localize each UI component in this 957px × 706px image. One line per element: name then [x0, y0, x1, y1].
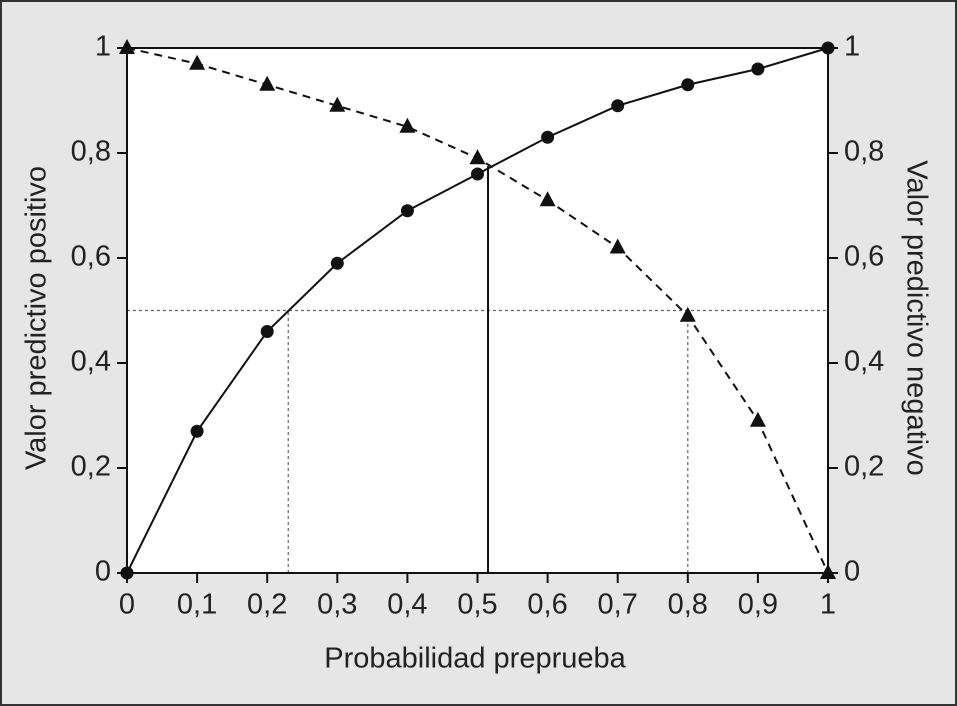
marker	[820, 564, 836, 579]
marker	[681, 78, 695, 92]
y2-tick-label: 1	[844, 31, 860, 63]
y2-tick-label: 0,6	[844, 241, 884, 273]
x-tick-label: 0,2	[247, 589, 287, 621]
marker	[399, 117, 416, 133]
marker	[821, 41, 835, 55]
marker	[259, 75, 276, 91]
x-tick-label: 0,9	[738, 589, 778, 621]
marker	[400, 204, 414, 218]
x-tick-label: 0,6	[527, 589, 567, 621]
x-tick-label: 0,5	[457, 589, 497, 621]
y-tick-label: 0,6	[71, 241, 111, 273]
y-tick-label: 0,8	[71, 136, 111, 168]
x-tick-label: 0,4	[387, 589, 427, 621]
x-tick-label: 0,1	[177, 589, 217, 621]
y2-tick-label: 0,4	[844, 346, 884, 378]
marker	[120, 566, 134, 580]
marker	[329, 96, 346, 112]
marker	[190, 424, 204, 438]
marker	[260, 325, 274, 338]
marker	[471, 167, 484, 181]
marker	[751, 62, 765, 76]
y2-tick-label: 0,8	[844, 136, 884, 168]
y-tick-label: 0,2	[71, 451, 111, 483]
marker	[189, 54, 206, 70]
marker	[539, 191, 556, 207]
marker	[330, 256, 344, 270]
x-axis-label: Probabilidad preprueba	[324, 643, 626, 675]
y2-tick-label: 0,2	[844, 451, 884, 483]
y-tick-label: 1	[95, 31, 111, 63]
x-tick-label: 0,8	[668, 589, 708, 621]
y-tick-label: 0	[95, 556, 111, 588]
marker	[679, 306, 696, 322]
x-tick-label: 0	[119, 589, 135, 621]
marker	[609, 238, 626, 254]
marker	[541, 130, 555, 144]
y2-tick-label: 0	[844, 556, 860, 588]
marker	[749, 411, 766, 427]
y-tick-label: 0,4	[71, 346, 111, 378]
x-tick-label: 0,3	[317, 589, 357, 621]
marker	[469, 149, 486, 165]
x-tick-label: 1	[820, 589, 836, 621]
x-tick-label: 0,7	[598, 589, 638, 621]
marker	[611, 99, 625, 113]
marker	[119, 39, 135, 54]
y-axis-label: Valor predictivo positivo	[21, 166, 53, 470]
y2-axis-label: Valor predictivo negativo	[900, 160, 932, 475]
